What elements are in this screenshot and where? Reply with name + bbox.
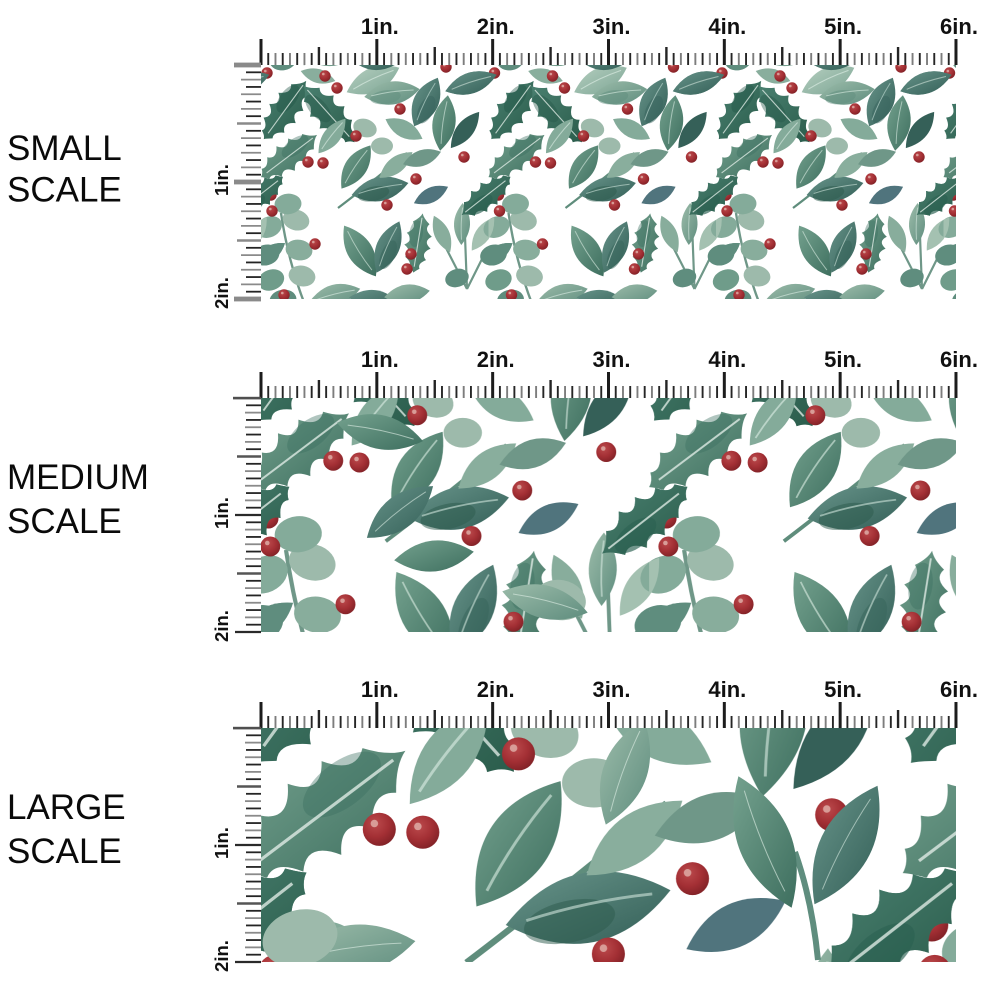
- svg-text:5in.: 5in.: [824, 677, 862, 702]
- svg-text:2in.: 2in.: [477, 14, 515, 39]
- svg-text:2in.: 2in.: [477, 677, 515, 702]
- svg-text:6in.: 6in.: [940, 14, 978, 39]
- svg-text:1in.: 1in.: [361, 14, 399, 39]
- svg-text:3in.: 3in.: [593, 347, 631, 372]
- svg-text:4in.: 4in.: [708, 347, 746, 372]
- svg-text:SCALE: SCALE: [7, 832, 122, 871]
- svg-text:2in.: 2in.: [211, 940, 232, 972]
- svg-text:6in.: 6in.: [940, 347, 978, 372]
- svg-text:1in.: 1in.: [211, 164, 232, 196]
- svg-text:2in.: 2in.: [211, 610, 232, 642]
- svg-text:4in.: 4in.: [708, 14, 746, 39]
- svg-text:SMALL: SMALL: [7, 129, 122, 168]
- svg-text:2in.: 2in.: [477, 347, 515, 372]
- svg-text:SCALE: SCALE: [7, 171, 122, 210]
- svg-text:1in.: 1in.: [211, 497, 232, 529]
- svg-text:SCALE: SCALE: [7, 502, 122, 541]
- svg-text:6in.: 6in.: [940, 677, 978, 702]
- svg-text:MEDIUM: MEDIUM: [7, 458, 149, 497]
- svg-text:4in.: 4in.: [708, 677, 746, 702]
- svg-text:3in.: 3in.: [593, 14, 631, 39]
- svg-text:LARGE: LARGE: [7, 788, 126, 827]
- svg-text:3in.: 3in.: [593, 677, 631, 702]
- svg-text:5in.: 5in.: [824, 347, 862, 372]
- svg-text:5in.: 5in.: [824, 14, 862, 39]
- svg-text:1in.: 1in.: [211, 827, 232, 859]
- svg-text:1in.: 1in.: [361, 347, 399, 372]
- svg-text:2in.: 2in.: [211, 277, 232, 309]
- svg-text:1in.: 1in.: [361, 677, 399, 702]
